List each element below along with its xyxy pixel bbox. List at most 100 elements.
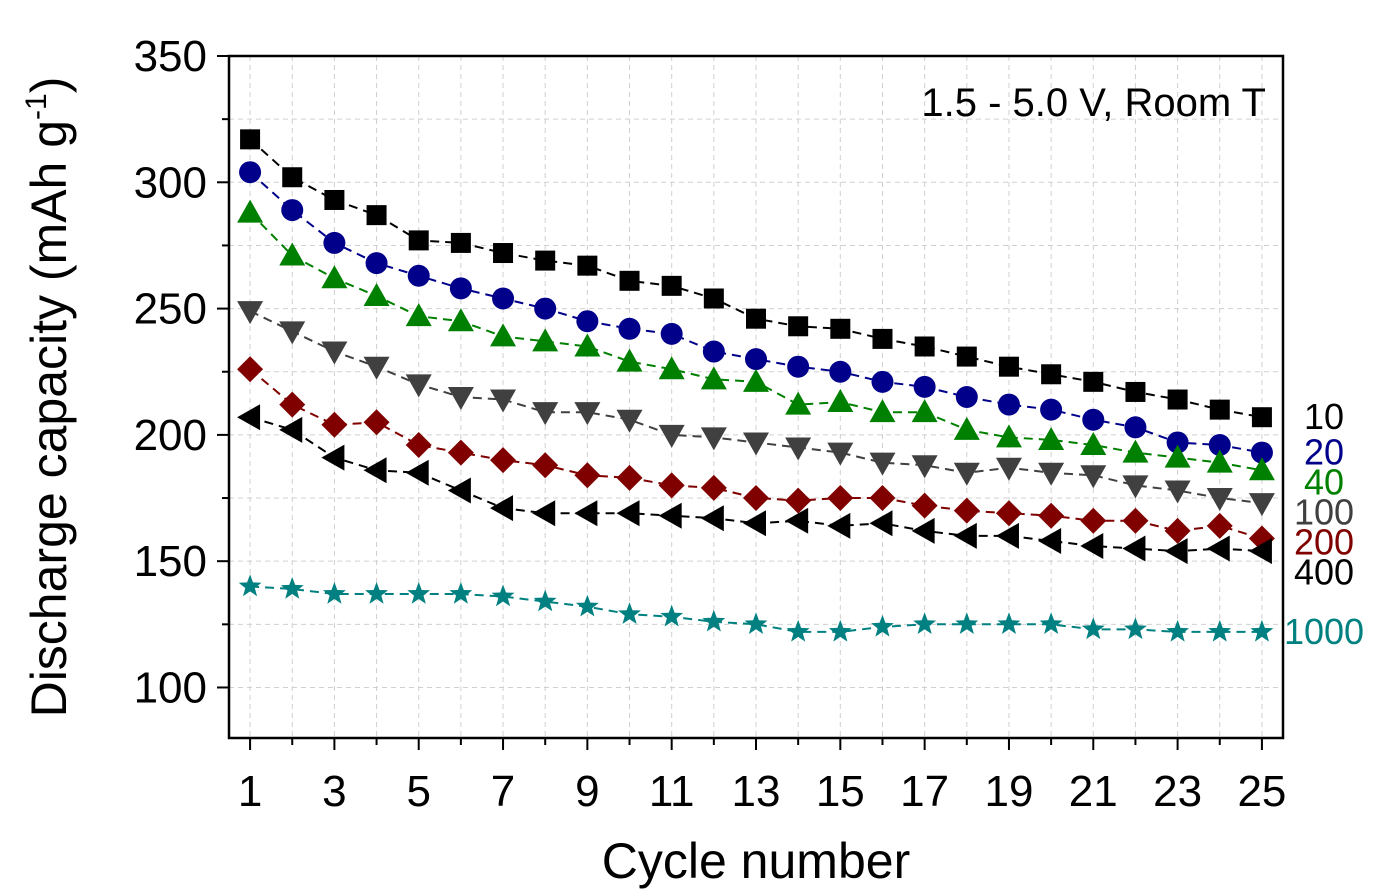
data-point-diamond [1038, 502, 1065, 529]
data-point-diamond [363, 409, 390, 436]
data-point-circle [997, 393, 1020, 416]
data-point-triangle-down [827, 442, 854, 466]
data-point-triangle-up [532, 328, 559, 352]
data-point-triangle-up [911, 399, 938, 423]
data-point-square [619, 270, 640, 291]
data-point-triangle-left [1038, 527, 1062, 554]
series-label-10: 10 [1304, 396, 1344, 437]
x-tick-label: 21 [1069, 767, 1118, 816]
x-tick-label: 13 [732, 767, 781, 816]
data-point-circle [829, 360, 852, 383]
data-point-star [1081, 617, 1105, 640]
data-point-square [240, 129, 261, 150]
y-tick-label: 350 [134, 32, 207, 81]
data-point-square [577, 255, 598, 276]
x-tick-label: 5 [406, 767, 430, 816]
x-tick-label: 3 [322, 767, 346, 816]
data-point-star [1208, 619, 1232, 642]
data-point-triangle-up [1206, 449, 1233, 473]
data-point-triangle-up [995, 424, 1022, 448]
data-point-triangle-up [616, 348, 643, 372]
data-point-diamond [279, 391, 306, 418]
data-point-triangle-up [827, 389, 854, 413]
data-point-circle [618, 317, 641, 340]
data-point-square [450, 232, 471, 253]
data-point-circle [323, 231, 346, 254]
data-point-triangle-left [995, 522, 1019, 549]
series-label-400: 400 [1294, 552, 1354, 593]
data-point-star [702, 609, 726, 632]
data-point-diamond [532, 452, 559, 479]
data-point-triangle-up [743, 368, 769, 392]
data-point-triangle-up [405, 303, 432, 327]
data-point-square [914, 336, 935, 357]
data-point-diamond [911, 492, 938, 519]
data-point-star [449, 582, 473, 604]
data-point-square [830, 318, 851, 339]
data-point-square [282, 167, 303, 188]
data-point-triangle-down [785, 437, 812, 461]
data-point-square [1083, 371, 1104, 392]
series-100 [237, 301, 1275, 517]
data-point-triangle-up [447, 308, 474, 332]
data-point-star [955, 612, 979, 634]
data-point-triangle-up [1122, 439, 1149, 463]
data-point-triangle-up [237, 199, 264, 223]
data-point-triangle-up [279, 242, 306, 266]
data-point-triangle-left [321, 444, 345, 471]
x-axis-title: Cycle number [602, 833, 910, 889]
data-point-triangle-up [574, 333, 601, 357]
data-point-circle [660, 322, 683, 345]
data-point-diamond [743, 485, 769, 512]
data-point-triangle-left [279, 416, 303, 443]
x-tick-label: 17 [900, 767, 949, 816]
data-point-star [365, 582, 388, 604]
data-point-square [661, 275, 682, 296]
data-point-star [618, 602, 641, 624]
data-point-triangle-up [1164, 444, 1191, 468]
series-1000 [238, 574, 1274, 642]
data-point-triangle-left [658, 502, 682, 529]
data-point-diamond [1206, 512, 1233, 539]
series-label-20: 20 [1304, 432, 1344, 473]
data-point-circle [745, 348, 767, 371]
data-point-star [786, 619, 810, 642]
data-point-diamond [700, 474, 727, 501]
y-axis-title: Discharge capacity (mAh g-1) [20, 77, 77, 718]
data-point-circle [239, 161, 262, 184]
data-point-diamond [447, 439, 474, 466]
data-point-triangle-up [1248, 457, 1275, 481]
series-200 [237, 356, 1275, 552]
data-point-circle [576, 310, 599, 333]
data-point-star [997, 612, 1021, 634]
series-label-1000: 1000 [1284, 611, 1364, 652]
data-point-triangle-down [490, 389, 517, 413]
data-point-circle [407, 264, 430, 287]
data-point-diamond [827, 485, 854, 512]
data-point-triangle-left [1164, 538, 1188, 565]
data-point-triangle-left [574, 500, 598, 527]
data-point-star [1124, 617, 1147, 640]
data-point-diamond [995, 500, 1022, 527]
data-point-square [1041, 364, 1062, 385]
x-tick-label: 15 [816, 767, 865, 816]
series-label-40: 40 [1304, 462, 1344, 503]
data-point-diamond [237, 356, 264, 383]
data-point-triangle-up [1080, 431, 1107, 455]
data-point-triangle-down [405, 374, 432, 398]
data-point-triangle-down [279, 321, 306, 345]
data-point-triangle-left [785, 507, 809, 534]
data-point-star [1039, 612, 1063, 634]
data-point-triangle-left [532, 500, 556, 527]
data-point-star [913, 612, 937, 634]
data-point-triangle-left [743, 510, 766, 537]
x-tick-label: 11 [649, 767, 695, 816]
data-point-square [408, 230, 429, 251]
data-point-triangle-left [869, 510, 893, 537]
data-point-circle [534, 297, 557, 320]
data-point-star [660, 604, 684, 627]
data-point-square [956, 346, 977, 367]
